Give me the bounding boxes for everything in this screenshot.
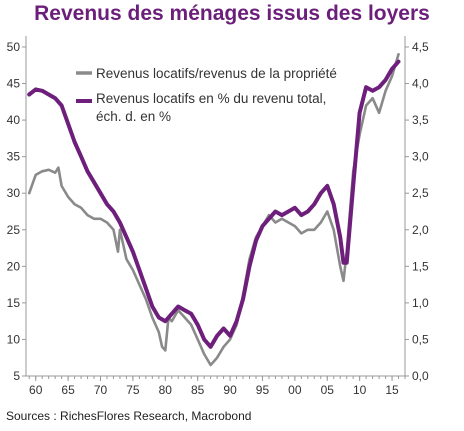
y-left-tick-label: 25 <box>7 223 21 237</box>
legend-label-gray: Revenus locatifs/revenus de la propriété <box>96 66 337 81</box>
y-left-tick-label: 45 <box>7 77 21 91</box>
y-right-tick-label: 1,5 <box>412 259 429 273</box>
y-right-tick-label: 4,5 <box>412 40 429 54</box>
y-left-tick-label: 5 <box>13 369 20 383</box>
x-tick-label: 70 <box>94 383 108 397</box>
x-tick-label: 15 <box>385 383 399 397</box>
x-tick-label: 05 <box>321 383 335 397</box>
y-left-tick-label: 40 <box>7 113 21 127</box>
source-note: Sources : RichesFlores Research, Macrobo… <box>6 409 252 423</box>
y-right-tick-label: 2,5 <box>412 186 429 200</box>
y-left-tick-label: 15 <box>7 296 21 310</box>
y-right-tick-label: 0,5 <box>412 332 429 346</box>
x-tick-label: 60 <box>29 383 43 397</box>
legend-label-purple-line2: éch. d. en % <box>96 109 171 124</box>
legend-group: Revenus locatifs/revenus de la propriété… <box>76 66 337 124</box>
x-tick-label: 10 <box>353 383 367 397</box>
x-tick-label: 90 <box>223 383 237 397</box>
y-right-tick-label: 3,0 <box>412 150 429 164</box>
x-tick-label: 00 <box>288 383 302 397</box>
x-tick-label: 65 <box>61 383 75 397</box>
y-right-tick-label: 3,5 <box>412 113 429 127</box>
x-tick-label: 80 <box>159 383 173 397</box>
axes-group: 5 10 15 20 25 30 35 40 45 50 0,0 0,5 1,0 1,5 2,0 2,5 3,0… <box>7 36 429 397</box>
y-right-tick-label: 4,0 <box>412 77 429 91</box>
y-left-tick-label: 50 <box>7 40 21 54</box>
legend-label-purple-line1: Revenus locatifs en % du revenu total, <box>96 91 326 106</box>
series-line-gray <box>27 52 400 367</box>
x-tick-label: 75 <box>126 383 140 397</box>
y-right-tick-label: 0,0 <box>412 369 429 383</box>
x-tick-label: 95 <box>256 383 270 397</box>
y-right-tick-label: 2,0 <box>412 223 429 237</box>
chart-title: Revenus des ménages issus des loyers <box>34 2 430 25</box>
series-group <box>27 52 401 367</box>
y-right-tick-label: 1,0 <box>412 296 429 310</box>
series-line-purple <box>27 59 401 349</box>
x-tick-label: 85 <box>191 383 205 397</box>
y-left-tick-label: 35 <box>7 150 21 164</box>
y-left-tick-label: 20 <box>7 259 21 273</box>
y-left-tick-label: 30 <box>7 186 21 200</box>
y-left-tick-label: 10 <box>7 332 21 346</box>
